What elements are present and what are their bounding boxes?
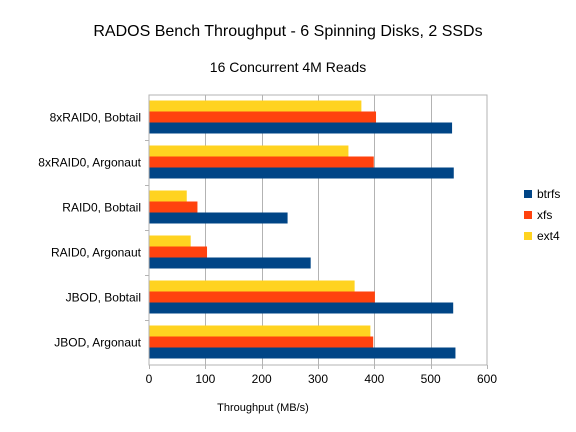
chart-title: RADOS Bench Throughput - 6 Spinning Disk… [93,23,482,40]
bar-btrfs-2 [149,167,454,179]
plot-area: 8xRAID0, Bobtail 8xRAID0, Argonaut RAID0, … [38,94,497,386]
bar-btrfs-1 [149,122,453,134]
bar-ext4-1 [149,100,362,112]
x-tick-label: 100 [195,372,215,386]
x-tick-label: 200 [252,372,272,386]
bar-ext4-3 [149,190,187,202]
x-tick-label: 600 [477,372,497,386]
category-label: 8xRAID0, Bobtail [50,111,141,125]
x-tick-label: 300 [308,372,328,386]
legend-swatch-ext4 [524,232,532,240]
bar-btrfs-5 [149,302,454,314]
x-tick-label: 400 [364,372,384,386]
legend-label-btrfs: btrfs [537,187,560,201]
bar-xfs-3 [149,201,198,213]
legend-swatch-btrfs [524,190,532,198]
category-label: RAID0, Argonaut [51,246,142,260]
bar-xfs-4 [149,246,208,258]
bar-btrfs-3 [149,212,288,224]
bar-xfs-5 [149,291,375,303]
bar-btrfs-4 [149,257,311,269]
legend: btrfs xfs ext4 [524,187,560,243]
bar-btrfs-6 [149,347,456,359]
bar-xfs-6 [149,336,374,348]
bar-xfs-2 [149,156,374,168]
x-tick-label: 0 [146,372,153,386]
legend-label-ext4: ext4 [537,229,560,243]
category-label: 8xRAID0, Argonaut [38,156,141,170]
bar-ext4-4 [149,235,191,247]
category-label: JBOD, Bobtail [66,291,141,305]
category-label: RAID0, Bobtail [62,201,141,215]
bar-xfs-1 [149,111,377,123]
bar-ext4-5 [149,280,355,292]
x-tick-label: 500 [421,372,441,386]
legend-label-xfs: xfs [537,208,552,222]
legend-swatch-xfs [524,211,532,219]
bar-ext4-2 [149,145,349,157]
chart-subtitle: 16 Concurrent 4M Reads [210,59,366,75]
bar-ext4-6 [149,325,371,337]
x-axis-label: Throughput (MB/s) [217,402,309,414]
category-label: JBOD, Argonaut [54,336,141,350]
